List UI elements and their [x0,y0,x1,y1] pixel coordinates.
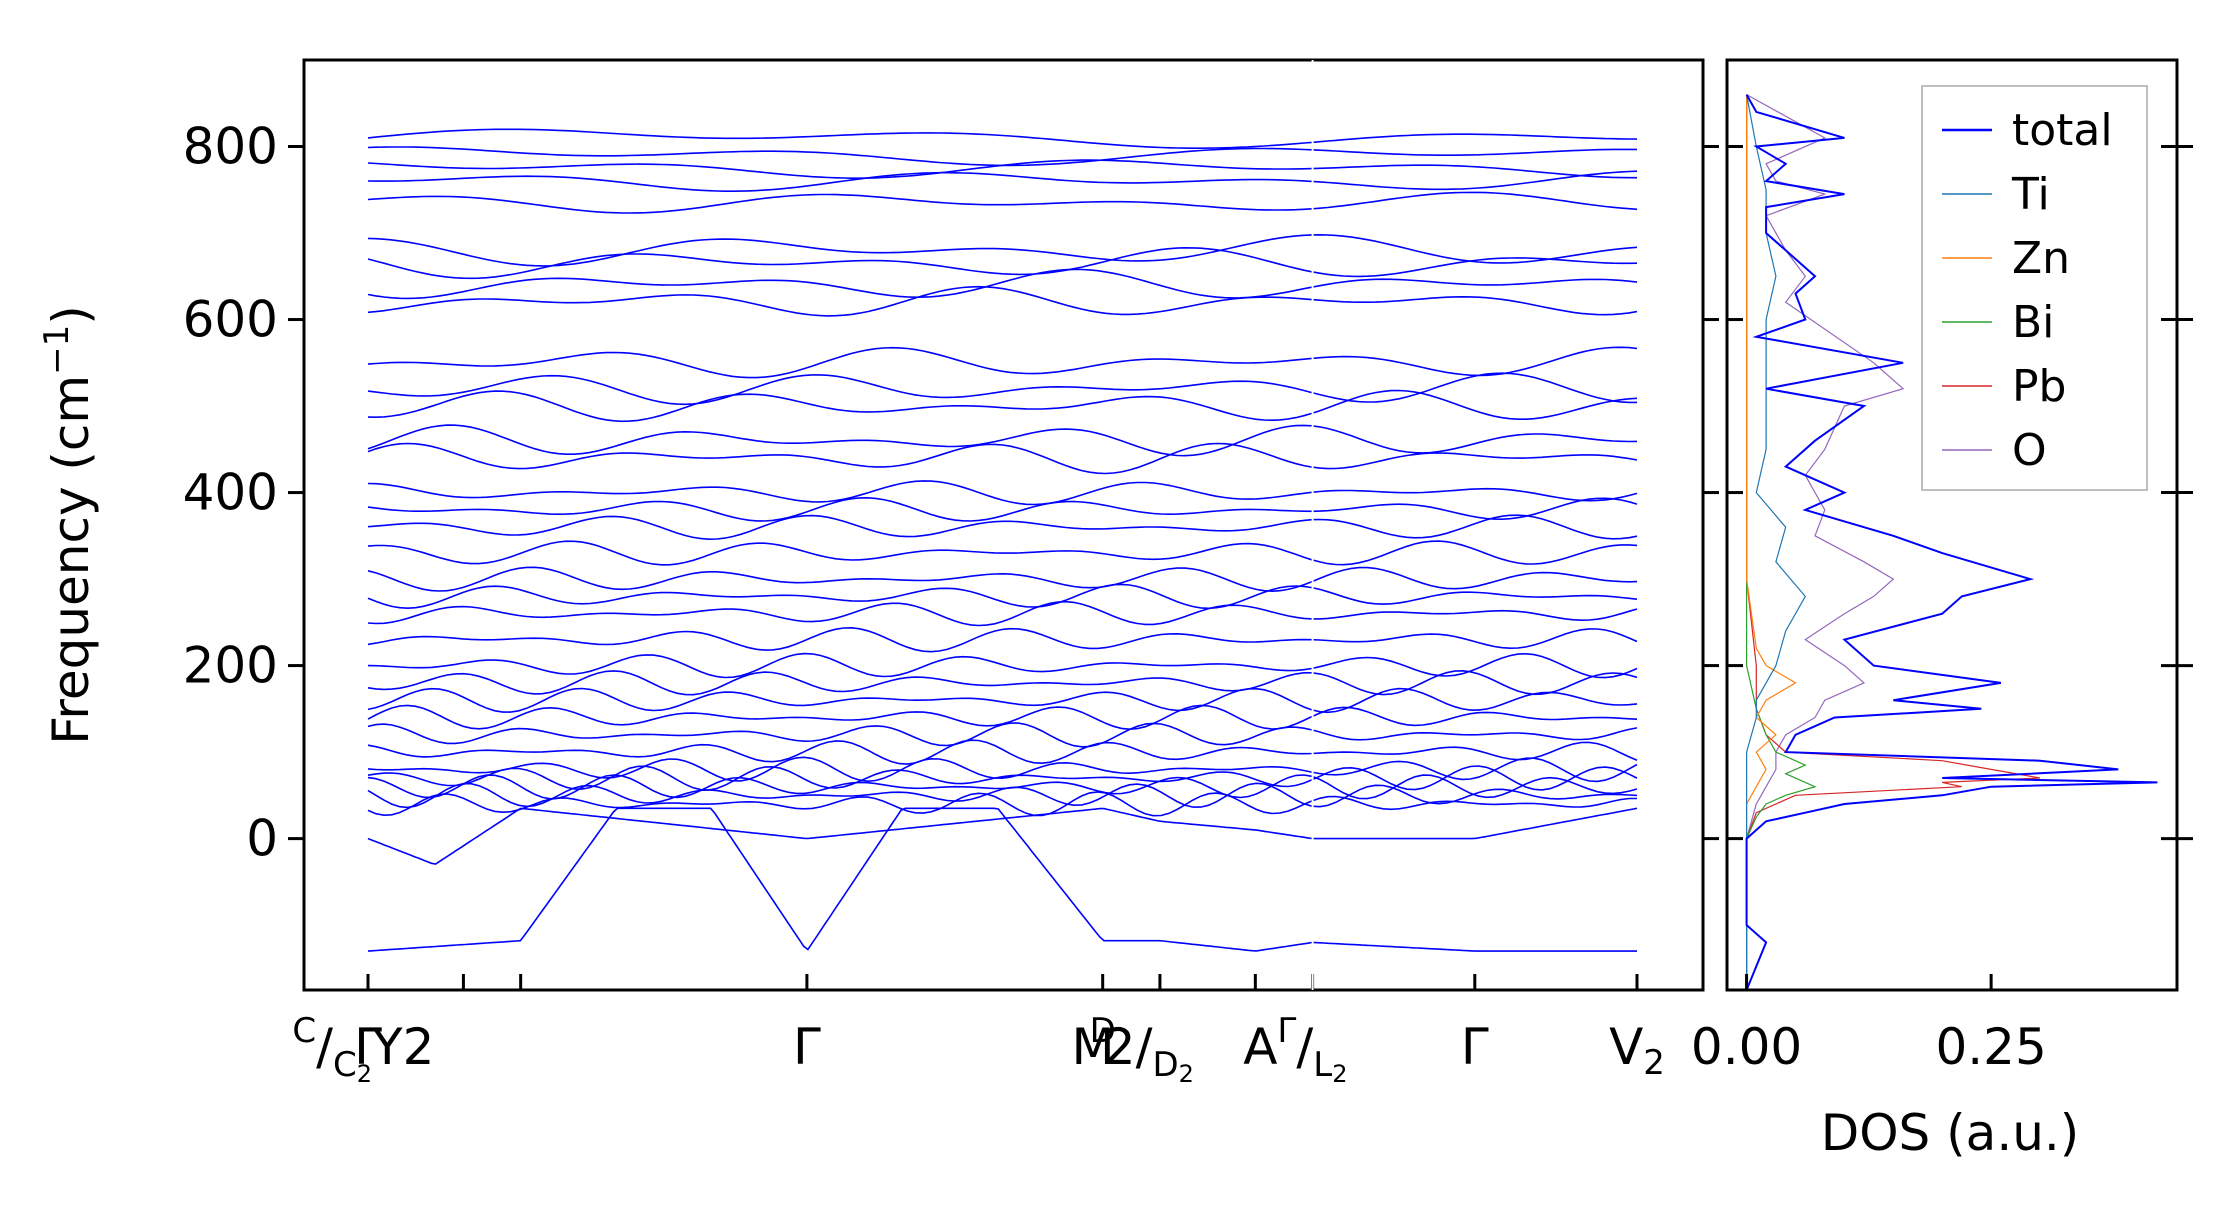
acoustic-phonon-branch [367,807,1638,865]
legend-label: Pb [2012,361,2066,412]
y-axis-label: Frequency (cm−1) [37,305,100,745]
dos-x-tick-label: 0.00 [1691,1018,1802,1076]
phonon-band [367,268,1638,300]
y-tick-label: 0 [246,810,278,868]
x-tick-label: V2 [1609,1018,1665,1083]
phonon-band [367,442,1638,475]
legend-label: Zn [2012,233,2070,284]
legend-label: Ti [2011,169,2050,220]
x-tick-label: AΓ/L2 [1243,1011,1347,1088]
phonon-band [367,722,1638,748]
x-tick-label: Γ [354,1018,382,1076]
dos-x-axis-label: DOS (a.u.) [1821,1104,2080,1162]
x-tick-label: Γ [793,1018,821,1076]
phonon-band [367,540,1638,566]
dos-series-total [1745,94,2158,991]
phonon-band [367,782,1638,809]
y-tick-label: 800 [183,118,278,176]
phonon-band [367,514,1638,541]
phonon-band [367,687,1638,714]
phonon-band [367,170,1638,192]
x-tick-label: Γ [1461,1018,1489,1076]
band-x-ticks: ΓC/C2Y2 Γ MD2/D2 AΓ/L2 Γ V2 [292,60,1665,1088]
phonon-band [367,652,1638,679]
phonon-band [367,159,1637,179]
dos-series-pb [1746,94,2041,990]
dos-x-tick-label: 0.25 [1935,1018,2046,1076]
phonon-band [367,756,1638,783]
phonon-band [367,600,1638,627]
legend-label: Bi [2012,297,2054,348]
phonon-band [367,626,1638,653]
y-tick-label: 600 [183,291,278,349]
phonon-band [367,583,1638,610]
legend-frame [1921,85,2148,491]
phonon-band [367,496,1638,522]
phonon-band [367,233,1638,267]
phonon-band [367,191,1638,214]
dos-series-zn [1746,94,1797,990]
band-y-ticks: 0 200 400 600 800 [183,118,1719,868]
phonon-band [367,389,1638,423]
phonon-band [367,480,1638,506]
phonon-band [367,669,1638,696]
dos-series-ti [1746,94,1807,990]
phonon-band [367,246,1638,280]
x-tick-label: MD2/D2 [1071,1011,1193,1088]
phonon-band [367,346,1638,379]
dos-lines [1745,94,2158,991]
legend-label: total [2012,105,2113,156]
phonon-band [367,739,1638,765]
phonon-band [367,372,1637,406]
band-lines [367,128,1638,952]
lowest-phonon-branch [367,807,1637,952]
dos-axes-frame [1725,58,2179,992]
phonon-band [367,704,1638,731]
phonon-band [367,128,1638,149]
y-tick-label: 400 [183,464,278,522]
phonon-band [367,146,1637,167]
legend-label: O [2012,425,2047,476]
phonon-band [367,424,1638,457]
legend: total Ti Zn Bi Pb O [1921,85,2148,491]
phonon-band [367,566,1638,593]
dos-ticks: 0.00 0.25 [1691,145,2193,1076]
band-axes-frame [302,58,1705,992]
phonon-band [367,791,1637,817]
y-tick-label: 200 [183,637,278,695]
phonon-band [367,285,1638,317]
dos-panel: 0.00 0.25 DOS (a.u.) total Ti Zn Bi Pb O [1691,58,2193,1162]
x-tick-label: C/C2Y2 [292,1011,434,1088]
dos-series-o [1746,94,1905,990]
